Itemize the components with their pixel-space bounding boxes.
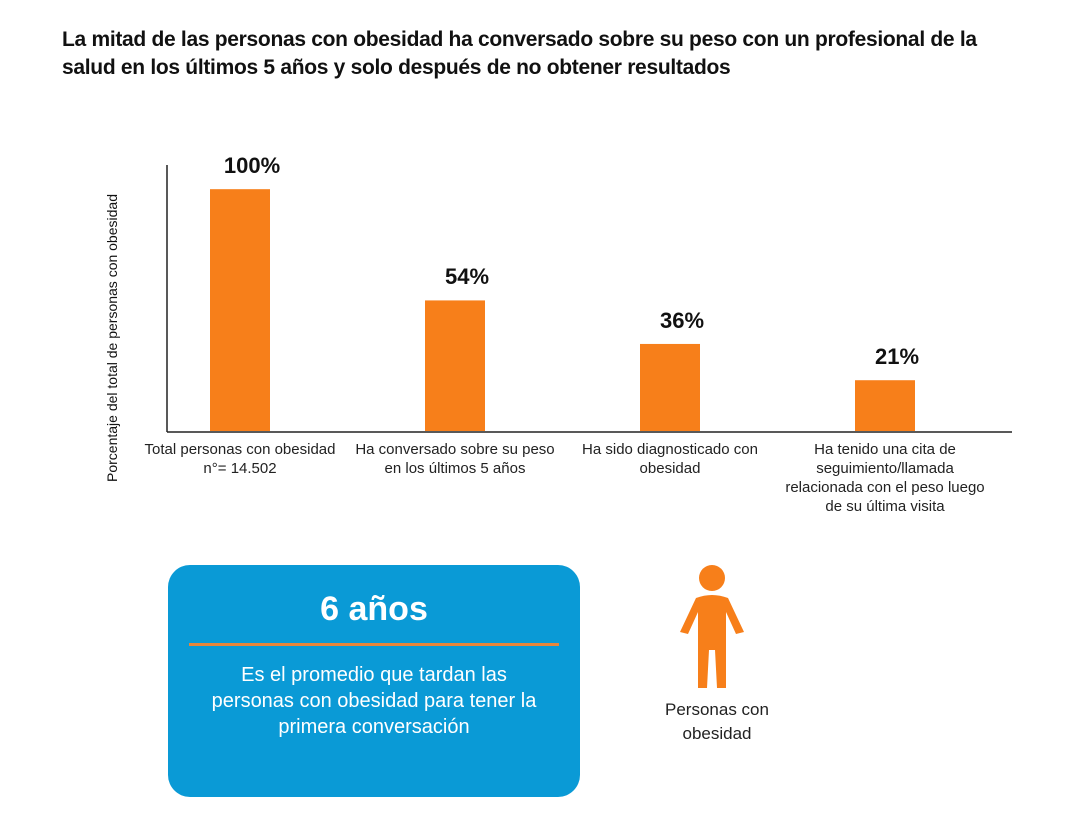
value-label: 54% xyxy=(445,264,489,289)
value-label: 21% xyxy=(875,344,919,369)
callout-box: 6 años Es el promedio que tardan las per… xyxy=(168,565,580,797)
x-tick-label: Ha sido diagnosticado con obesidad xyxy=(582,441,758,477)
chart-title: La mitad de las personas con obesidad ha… xyxy=(62,28,977,79)
x-tick-label: Ha conversado sobre su peso en los últim… xyxy=(355,441,555,477)
x-tick-label: Total personas con obesidad n°= 14.502 xyxy=(144,441,336,477)
callout-text: Es el promedio que tardan las personas c… xyxy=(211,664,537,738)
value-label: 100% xyxy=(224,153,280,178)
value-label: 36% xyxy=(660,308,704,333)
person-icon xyxy=(680,565,744,688)
callout-headline: 6 años xyxy=(320,590,428,628)
bar xyxy=(640,343,700,431)
icon-label: Personas con obesidad xyxy=(665,700,769,743)
x-tick-label: Ha tenido una cita de seguimiento/llamad… xyxy=(785,441,985,515)
chart: 100% 54% 36% 21% xyxy=(166,153,1012,433)
bar xyxy=(855,380,915,431)
bar xyxy=(210,189,270,431)
y-axis-label: Porcentaje del total de personas con obe… xyxy=(104,194,120,482)
callout-rule xyxy=(189,643,559,646)
bar xyxy=(425,300,485,431)
